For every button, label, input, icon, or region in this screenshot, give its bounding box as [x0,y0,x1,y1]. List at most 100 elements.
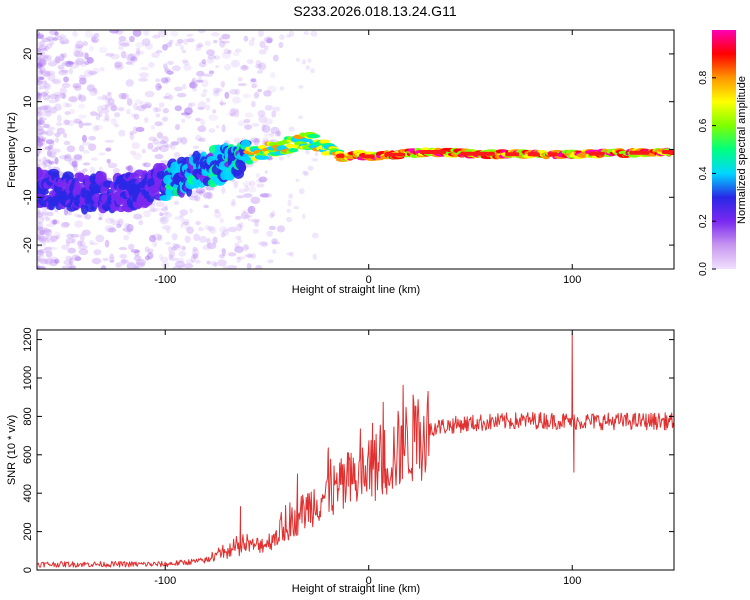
spectrogram-noise-blob [48,60,58,67]
spectrogram-noise-blob [73,120,82,125]
spectrogram-peak-streak [527,152,540,157]
spectrogram-noise-blob [247,252,252,259]
spectrogram-noise-blob [100,265,107,269]
spectrogram-noise-blob [221,33,231,40]
spectrogram-noise-blob [37,112,42,118]
spectrogram-noise-blob [130,55,139,64]
spectrogram-noise-blob [257,110,266,117]
spectrogram-noise-blob [224,63,231,71]
spectrogram-noise-blob [118,35,127,42]
spectrogram-noise-blob [45,228,53,237]
spectrogram-noise-blob [37,207,41,215]
spectrogram-noise-blob [37,231,43,238]
spectrogram-noise-blob [128,167,136,173]
spectrogram-noise-blob [136,105,146,112]
spectrogram-noise-blob [119,253,128,259]
spectrogram-noise-blob [218,37,222,44]
spectrogram-noise-blob [84,214,92,220]
spectrogram-noise-blob [274,131,281,137]
spectrogram-noise-blob [59,53,65,62]
spectrogram-noise-blob [37,33,45,39]
spectrogram-noise-blob [152,240,158,248]
spectrogram-noise-blob [61,52,68,58]
spectrogram-noise-blob [101,94,107,101]
spectrogram-noise-blob [117,106,125,112]
spectrogram-noise-blob [221,187,226,194]
spectrogram-noise-blob [135,126,145,132]
spectrogram-noise-blob [114,65,124,70]
spectrogram-noise-blob [37,128,45,136]
spectrogram-noise-blob [148,234,156,243]
spectrogram-noise-blob [212,91,221,97]
spectrogram-noise-blob [135,258,146,266]
spectrogram-noise-blob [236,223,243,232]
spectrogram-noise-blob [60,221,70,228]
spectrogram-noise-blob [45,236,56,244]
spectrogram-noise-blob [164,211,173,218]
spectrogram-noise-blob [197,138,206,142]
spectrogram-noise-blob [219,40,226,48]
colorbar-tick-label: 0.0 [698,262,709,276]
snr-xtick-label: 100 [563,575,581,587]
spectrogram-noise-blob [147,142,154,150]
spectrogram-noise-blob [150,125,156,130]
spectrogram-noise-blob [197,101,207,110]
spectrogram-noise-blob [198,235,208,243]
spectrogram-noise-blob [249,180,256,187]
spectrogram-noise-blob [55,235,60,240]
spectrogram-noise-blob [176,257,185,263]
spectrogram-noise-blob [233,137,241,144]
spectrogram-ytick-label: 10 [22,96,34,108]
spectrogram-noise-blob [124,223,131,229]
spectrogram-noise-blob [59,37,70,45]
spectrogram-noise-blob [249,80,259,85]
spectrogram-noise-blob [240,65,249,71]
spectrogram-noise-blob [276,225,285,233]
spectrogram-noise-blob [86,84,96,92]
spectrogram-noise-blob [264,105,273,111]
spectrogram-noise-blob [238,188,246,193]
spectrogram-noise-blob [264,170,268,174]
spectrogram-noise-blob [37,148,41,157]
spectrogram-noise-blob [79,233,85,241]
spectrogram-noise-blob [122,39,131,48]
spectrogram-noise-blob [314,151,319,157]
spectrogram-ytick-label: -20 [22,237,34,253]
spectrogram-noise-blob [165,228,171,234]
spectrogram-noise-blob [200,118,206,127]
spectrogram-noise-blob [92,67,100,74]
spectrogram-noise-blob [222,229,229,236]
spectrogram-noise-blob [250,253,257,259]
spectrogram-ridge-blob [255,155,270,160]
spectrogram-noise-blob [170,141,179,146]
spectrogram-noise-blob [37,256,40,264]
spectrogram-noise-blob [207,54,217,60]
spectrogram-noise-blob [37,142,46,147]
spectrogram-ridge-blob [241,139,251,149]
spectrogram-noise-blob [63,76,69,83]
spectrogram-noise-blob [62,40,70,45]
snr-ytick-label: 1200 [22,327,34,351]
spectrogram-noise-blob [254,220,259,227]
spectrogram-ridge-blob [159,194,172,202]
spectrogram-noise-blob [187,103,193,111]
spectrogram-noise-blob [307,58,312,63]
spectrogram-noise-blob [48,93,59,100]
spectrogram-noise-blob [157,85,163,89]
spectrogram-noise-blob [229,113,234,117]
spectrogram-noise-blob [89,45,94,52]
spectrogram-noise-blob [159,145,169,153]
spectrogram-noise-blob [244,254,254,258]
spectrogram-noise-blob [78,103,86,109]
spectrogram-noise-blob [167,246,173,253]
spectrogram-noise-blob [149,207,156,213]
spectrogram-noise-blob [197,77,203,83]
spectrogram-noise-blob [141,38,151,47]
spectrogram-noise-blob [267,85,277,93]
spectrogram-noise-blob [118,45,124,51]
spectrogram-noise-blob [198,61,207,68]
spectrogram-noise-blob [147,248,154,253]
spectrogram-noise-blob [272,248,277,254]
spectrogram-noise-blob [37,119,42,126]
spectrogram-noise-blob [184,114,192,119]
